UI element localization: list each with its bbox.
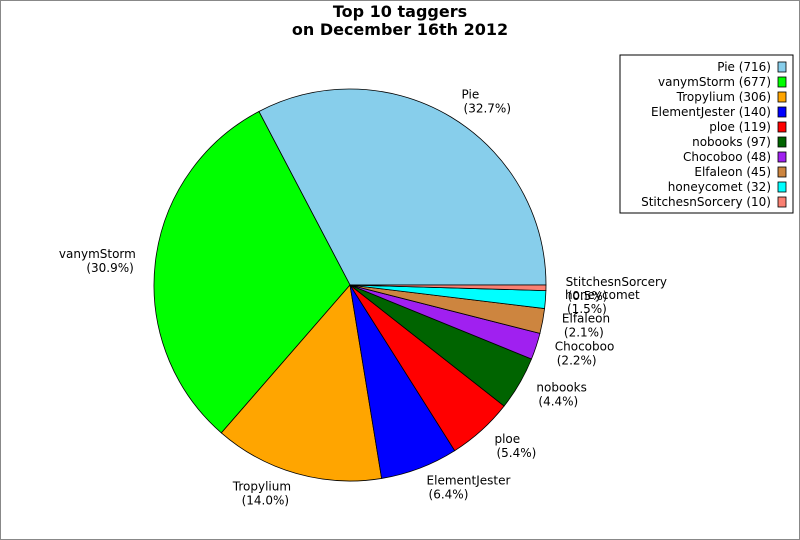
legend-swatch xyxy=(777,196,787,208)
legend-box xyxy=(619,54,794,214)
slice-label: ploe xyxy=(494,432,520,446)
legend-label: vanymStorm (677) xyxy=(658,75,771,89)
legend-swatch xyxy=(777,61,787,73)
legend-swatch xyxy=(777,136,787,148)
legend-label: Pie (716) xyxy=(717,60,771,74)
slice-label: vanymStorm xyxy=(59,247,136,261)
pie-slice xyxy=(258,88,547,286)
slice-label: Pie xyxy=(462,87,480,101)
slice-percent: (14.0%) xyxy=(242,493,289,507)
legend-swatch xyxy=(777,166,787,178)
legend-swatch xyxy=(777,121,787,133)
legend-label: Tropylium (306) xyxy=(676,90,771,104)
legend-label: StitchesnSorcery (10) xyxy=(641,195,771,209)
legend-swatch xyxy=(777,106,787,118)
chart-title: Top 10 taggers xyxy=(333,2,467,21)
legend-swatch xyxy=(777,151,787,163)
slice-label: nobooks xyxy=(536,380,586,394)
slice-label: StitchesnSorcery xyxy=(566,275,667,289)
slice-percent: (0.5%) xyxy=(568,289,608,303)
pie-slice xyxy=(153,110,351,434)
slice-label: Tropylium xyxy=(232,479,291,493)
slice-label: Elfaleon xyxy=(562,312,610,326)
legend-swatch xyxy=(777,181,787,193)
slice-percent: (6.4%) xyxy=(429,488,469,502)
legend-label: Chocoboo (48) xyxy=(683,150,771,164)
legend-label: nobooks (97) xyxy=(692,135,771,149)
chart-subtitle: on December 16th 2012 xyxy=(292,20,508,39)
legend-swatch xyxy=(777,91,787,103)
slice-percent: (2.1%) xyxy=(564,326,604,340)
slice-percent: (30.9%) xyxy=(86,261,133,275)
pie-slice xyxy=(349,284,547,292)
pie-slice xyxy=(220,284,383,482)
slice-percent: (1.5%) xyxy=(567,302,607,316)
legend-swatch xyxy=(777,76,787,88)
legend-label: ploe (119) xyxy=(709,120,771,134)
legend-label: ElementJester (140) xyxy=(651,105,771,119)
slice-percent: (5.4%) xyxy=(496,446,536,460)
legend-label: honeycomet (32) xyxy=(668,180,771,194)
legend-label: Elfaleon (45) xyxy=(694,165,771,179)
slice-percent: (4.4%) xyxy=(538,394,578,408)
slice-percent: (2.2%) xyxy=(557,354,597,368)
slice-percent: (32.7%) xyxy=(464,101,511,115)
slice-label: ElementJester xyxy=(427,474,511,488)
slice-label: honeycomet xyxy=(565,288,640,302)
slice-label: Chocoboo xyxy=(555,340,615,354)
